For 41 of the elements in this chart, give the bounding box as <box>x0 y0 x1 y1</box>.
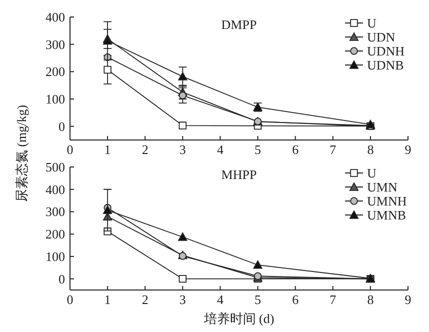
legend-label: UDNH <box>367 44 405 58</box>
x-tick-label: 2 <box>142 292 148 307</box>
legend-label: UMN <box>367 180 398 194</box>
y-tick-label: 100 <box>46 248 65 264</box>
x-tick-label: 5 <box>254 142 262 157</box>
x-tick-label: 9 <box>404 142 412 157</box>
x-tick-label: 7 <box>330 292 337 307</box>
chart-title: MHPP <box>221 167 257 182</box>
y-tick-label: 0 <box>58 271 65 286</box>
y-tick-label: 500 <box>46 160 65 174</box>
legend-label: UMNB <box>367 208 406 222</box>
legend-label: U <box>367 166 377 180</box>
x-tick-label: 1 <box>104 292 111 307</box>
x-tick-label: 8 <box>367 142 374 157</box>
x-tick-label: 6 <box>292 292 300 307</box>
x-tick-label: 4 <box>216 142 224 157</box>
y-tick-label: 100 <box>46 92 65 106</box>
y-tick-label: 300 <box>46 204 65 220</box>
legend-label: UDNB <box>367 58 404 72</box>
y-tick-label: 400 <box>46 10 65 24</box>
legend-label: U <box>367 16 377 30</box>
legend-label: UMNH <box>367 194 407 208</box>
x-tick-label: 1 <box>104 142 111 157</box>
x-tick-label: 9 <box>404 292 412 307</box>
y-tick-label: 200 <box>46 64 65 80</box>
y-tick-label: 0 <box>58 118 65 134</box>
x-tick-label: 3 <box>179 292 186 307</box>
x-tick-label: 2 <box>142 142 148 157</box>
x-tick-label: 7 <box>330 142 337 157</box>
x-tick-label: 8 <box>367 292 374 307</box>
x-tick-label: 6 <box>292 142 300 157</box>
legend-label: UDN <box>367 30 396 44</box>
x-tick-label: 3 <box>179 142 186 157</box>
y-tick-label: 200 <box>46 226 65 242</box>
x-tick-label: 5 <box>254 292 262 307</box>
y-axis-title: 尿素态氮 (mg/kg) <box>14 104 29 202</box>
y-tick-label: 300 <box>46 36 65 52</box>
x-axis-title: 培养时间 (d) <box>202 311 274 326</box>
x-tick-label: 4 <box>216 292 224 307</box>
y-tick-label: 400 <box>46 182 65 197</box>
chart-title: DMPP <box>221 17 257 32</box>
